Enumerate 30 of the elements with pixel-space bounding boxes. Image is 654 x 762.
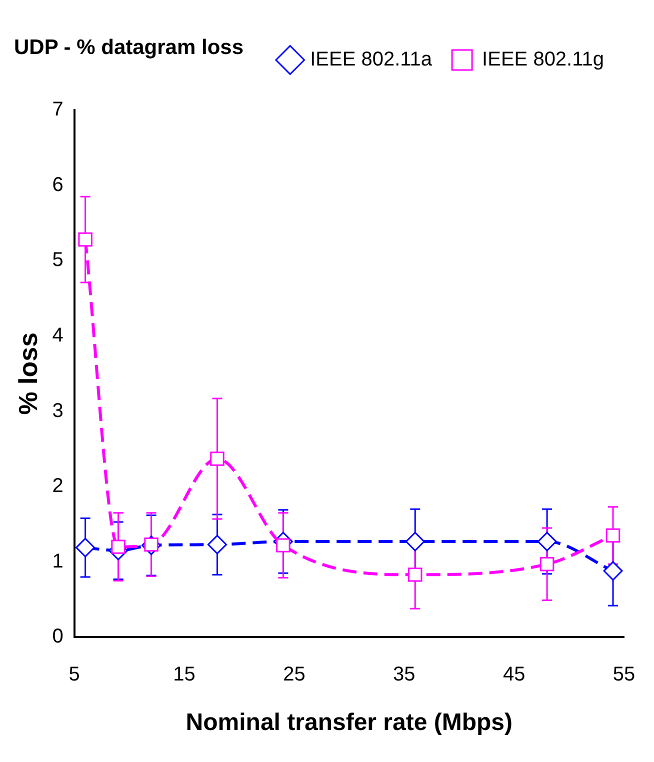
legend-label: IEEE 802.11g bbox=[482, 48, 604, 71]
point bbox=[603, 561, 623, 581]
x-tick-label: 5 bbox=[68, 664, 80, 686]
point bbox=[210, 452, 224, 466]
y-tick-label: 6 bbox=[52, 174, 64, 196]
y-tick-label: 7 bbox=[52, 98, 64, 121]
y-tick-label: 0 bbox=[52, 626, 64, 648]
x-tick-label: 35 bbox=[393, 664, 416, 686]
y-tick-label: 2 bbox=[52, 475, 64, 498]
y-tick-label: 4 bbox=[52, 324, 64, 346]
legend-label: IEEE 802.11a bbox=[310, 48, 433, 71]
point bbox=[78, 232, 92, 247]
x-tick-label: 15 bbox=[173, 664, 196, 686]
y-tick-label: 5 bbox=[52, 249, 64, 272]
point bbox=[207, 534, 227, 554]
point bbox=[606, 528, 620, 543]
y-tick-label: 1 bbox=[52, 550, 64, 572]
point bbox=[537, 532, 557, 552]
point bbox=[405, 532, 425, 552]
point bbox=[276, 538, 290, 552]
chart-title: UDP - % datagram loss bbox=[14, 36, 244, 60]
y-axis-title: % loss bbox=[12, 332, 43, 415]
x-tick-label: 45 bbox=[502, 664, 526, 686]
y-tick-label: 3 bbox=[52, 400, 64, 422]
x-axis-title: Nominal transfer rate (Mbps) bbox=[186, 709, 513, 736]
x-tick-label: 25 bbox=[283, 664, 306, 686]
point bbox=[540, 557, 554, 572]
point bbox=[76, 538, 96, 558]
x-tick-label: 55 bbox=[612, 664, 636, 686]
point bbox=[408, 568, 422, 582]
